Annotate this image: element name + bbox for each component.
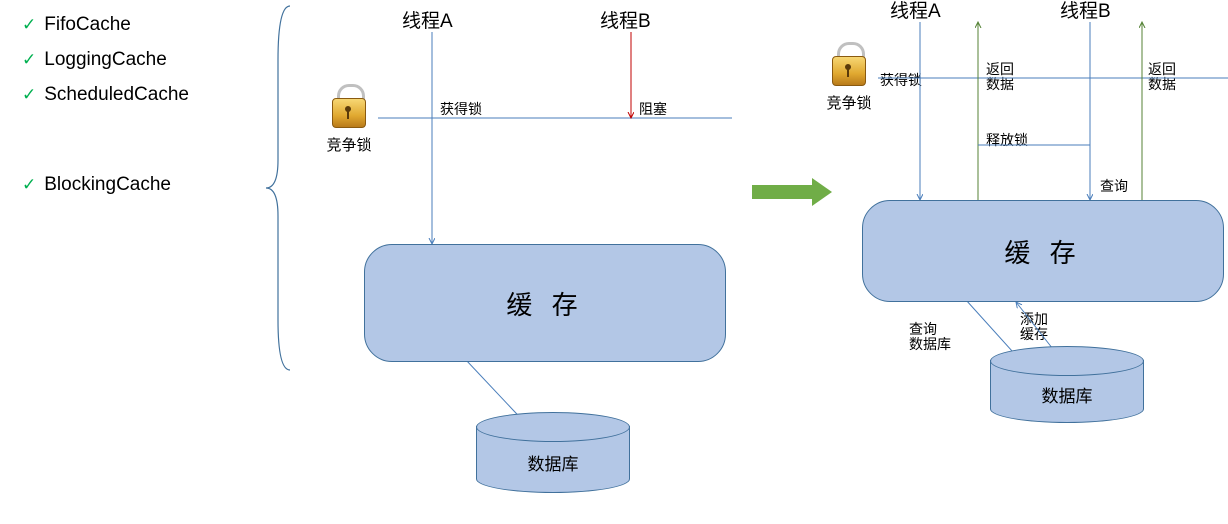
cache-box-right: 缓 存 (862, 200, 1224, 302)
list-label: BlockingCache (44, 174, 171, 195)
cache-label-left: 缓 存 (506, 285, 583, 322)
label-acquire-lock-right: 获得锁 (880, 70, 922, 90)
check-icon: ✓ (22, 50, 36, 69)
label-acquire-lock-left: 获得锁 (440, 99, 482, 119)
label-blocked-left: 阻塞 (639, 99, 667, 119)
list-label: LoggingCache (44, 49, 167, 70)
label-contend-lock-right: 竞争锁 (824, 92, 874, 113)
transition-arrow-icon (752, 182, 832, 202)
db-label-right: 数据库 (1042, 376, 1093, 407)
label-query-db-right: 查询 数据库 (909, 322, 951, 353)
check-icon: ✓ (22, 15, 36, 34)
label-thread-b-right: 线程B (1060, 0, 1111, 23)
label-return-data2-right: 返回 数据 (1148, 62, 1176, 93)
list-label: FifoCache (44, 14, 131, 35)
cache-label-right: 缓 存 (1004, 233, 1081, 270)
list-item-scheduled: ✓ ScheduledCache (22, 84, 189, 106)
check-icon: ✓ (22, 85, 36, 104)
label-thread-a-left: 线程A (402, 6, 453, 33)
label-thread-a-right: 线程A (890, 0, 941, 23)
label-return-data-right: 返回 数据 (986, 62, 1014, 93)
lock-icon (828, 40, 868, 88)
label-thread-b-left: 线程B (600, 6, 651, 33)
cache-box-left: 缓 存 (364, 244, 726, 362)
lock-icon (328, 82, 368, 130)
db-top-left (476, 412, 630, 442)
label-add-cache-right: 添加 缓存 (1020, 312, 1048, 343)
list-item-logging: ✓ LoggingCache (22, 49, 167, 71)
label-contend-lock-left: 竞争锁 (324, 134, 374, 155)
check-icon: ✓ (22, 175, 36, 194)
db-label-left: 数据库 (528, 444, 579, 475)
label-query-right: 查询 (1100, 176, 1128, 196)
label-release-lock-right: 释放锁 (986, 130, 1028, 150)
list-label: ScheduledCache (44, 84, 189, 105)
list-item-blocking: ✓ BlockingCache (22, 174, 171, 196)
list-item-fifo: ✓ FifoCache (22, 14, 131, 36)
db-top-right (990, 346, 1144, 376)
brace-icon (260, 0, 300, 380)
